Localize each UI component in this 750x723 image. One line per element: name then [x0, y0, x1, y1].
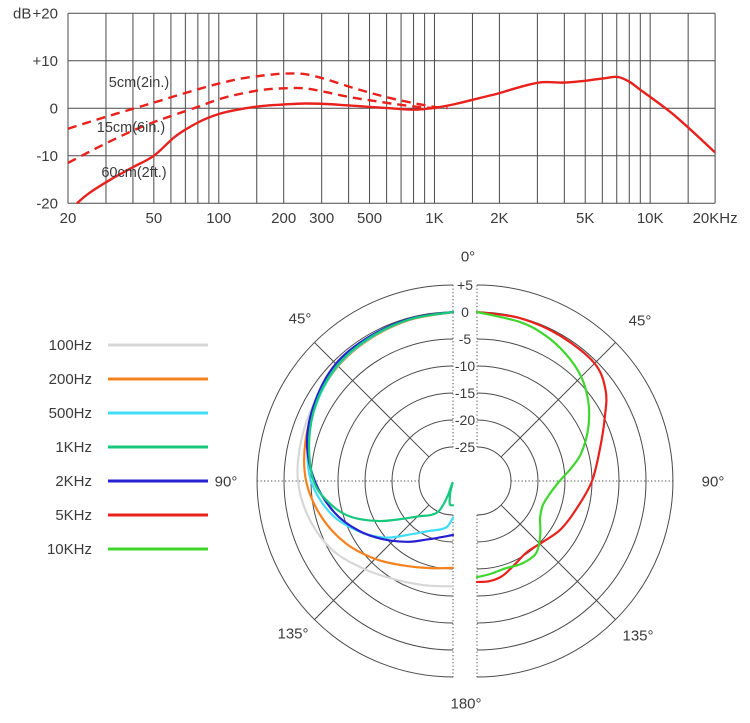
polar-ring-left: [364, 392, 454, 570]
polar-angle-label: 135°: [622, 628, 653, 645]
polar-curve-1khz: [307, 310, 455, 523]
freq-x-tick-label: 100: [206, 210, 231, 227]
polar-ring-right: [476, 446, 512, 516]
freq-x-tick-label: 5K: [576, 210, 594, 227]
freq-y-tick-label: -10: [36, 148, 58, 165]
polar-db-tick-label: -5: [459, 331, 472, 347]
legend-label-500hz: 500Hz: [49, 405, 92, 422]
frequency-response-chart: +20 +10 0 -10 -20 dB 20 50 100 200 300 500 1K 2K 5K 10K…: [13, 5, 738, 227]
freq-curve-label: 15cm(6in.): [97, 120, 166, 136]
polar-curve-2khz: [305, 310, 455, 543]
polar-angle-label: 90°: [702, 474, 725, 491]
polar-ring-left: [310, 338, 454, 624]
polar-spoke-left: [314, 342, 430, 458]
polar-ring-right: [476, 419, 539, 543]
freq-x-tick-label: 500: [357, 210, 382, 227]
polar-ring-right: [476, 338, 620, 624]
freq-curve-label: 60cm(2ft.): [101, 165, 166, 181]
freq-y-tick-label: -20: [36, 195, 58, 212]
freq-x-tick-label: 1K: [425, 210, 443, 227]
polar-pattern-chart: +5 0 -5 -10 -15 -20 -25 0° 45° 45° 90° 90° 135° 135° 1…: [215, 249, 725, 713]
polar-ring-left: [391, 419, 454, 543]
freq-x-tick-label: 50: [145, 210, 162, 227]
legend-label-1khz: 1KHz: [55, 439, 92, 456]
freq-y-tick-label: +10: [33, 53, 58, 70]
polar-spoke-left: [314, 504, 430, 620]
legend-label-10khz: 10KHz: [47, 541, 92, 558]
polar-angle-label: 45°: [629, 313, 652, 330]
freq-y-tick-label: 0: [50, 100, 58, 117]
freq-curve-label: 5cm(2in.): [109, 75, 169, 91]
polar-spoke-right: [500, 504, 616, 620]
polar-db-tick-label: -20: [455, 412, 475, 428]
polar-angle-label: 135°: [277, 626, 308, 643]
polar-db-tick-label: -25: [455, 439, 475, 455]
legend-label-2khz: 2KHz: [55, 473, 92, 490]
polar-curve-100hz: [296, 310, 455, 588]
freq-y-tick-label: +20: [33, 5, 58, 22]
freq-curve-60cm-2ft-: [76, 75, 715, 205]
polar-ring-right: [476, 392, 566, 570]
freq-x-tick-label: 10K: [637, 210, 664, 227]
polar-legend: 100Hz 200Hz 500Hz 1KHz 2KHz 5KHz 10KHz: [47, 337, 208, 558]
freq-y-axis-unit: dB: [13, 5, 31, 22]
polar-ring-left: [283, 311, 454, 651]
freq-x-tick-label: 20: [60, 210, 77, 227]
polar-db-tick-label: -15: [455, 385, 475, 401]
polar-spoke-right: [500, 342, 616, 458]
polar-db-tick-label: -10: [455, 358, 475, 374]
legend-label-100hz: 100Hz: [49, 337, 92, 354]
legend-label-5khz: 5KHz: [55, 507, 92, 524]
polar-db-tick-label: 0: [461, 304, 469, 320]
polar-ring-right: [476, 311, 647, 651]
legend-label-200hz: 200Hz: [49, 371, 92, 388]
freq-x-tick-label: 2K: [490, 210, 508, 227]
polar-db-tick-label: +5: [457, 277, 473, 293]
freq-x-tick-label: 200: [271, 210, 296, 227]
freq-x-tick-label: 20KHz: [693, 210, 738, 227]
polar-angle-label: 0°: [461, 249, 475, 266]
polar-angle-label: 180°: [450, 696, 481, 713]
polar-curve-5khz: [475, 310, 608, 584]
freq-curve-5cm-2in-: [68, 72, 448, 130]
polar-ring-left: [418, 446, 454, 516]
polar-angle-label: 45°: [289, 311, 312, 328]
freq-curve-15cm-6in-: [68, 86, 440, 164]
freq-x-tick-label: 300: [309, 210, 334, 227]
polar-angle-label: 90°: [215, 474, 238, 491]
polar-curve-10khz: [475, 310, 591, 579]
